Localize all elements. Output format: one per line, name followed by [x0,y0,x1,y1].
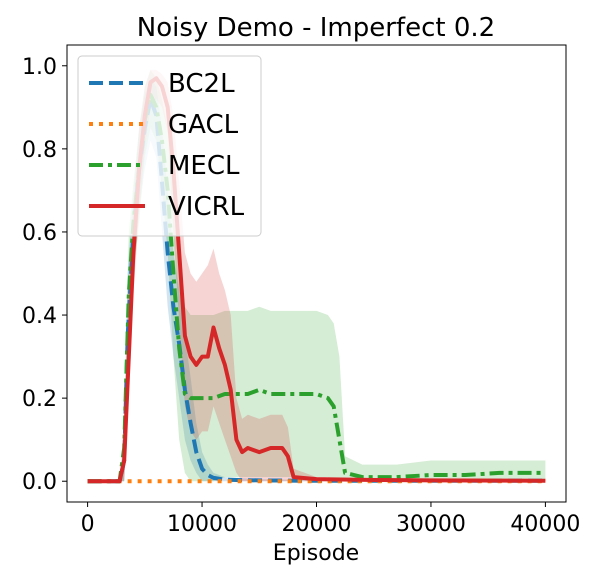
legend-label-vicrl: VICRL [168,192,245,222]
x-tick-label: 30000 [396,512,466,537]
tick-labels: 0 10000 20000 30000 40000 0.0 0.2 0.4 0.6 0.8 1.0 [22,55,580,537]
band-mecl [87,69,546,482]
x-tick-label: 20000 [282,512,352,537]
x-tick-label: 0 [81,512,95,537]
band-vicrl [87,69,546,482]
confidence-bands [87,69,546,482]
chart-title: Noisy Demo - Imperfect 0.2 [137,13,495,43]
axes [62,44,567,507]
legend-label-gacl: GACL [168,110,239,140]
legend-box [77,55,262,237]
y-tick-label: 0.8 [22,138,57,163]
y-tick-label: 0.6 [22,221,57,246]
legend-label-mecl: MECL [168,151,240,181]
y-tick-label: 0.0 [22,470,57,495]
legend: BC2L GACL MECL VICRL [77,55,262,237]
y-tick-label: 1.0 [22,55,57,80]
legend-label-bc2l: BC2L [168,69,235,99]
x-axis-label: Episode [273,541,359,566]
y-tick-label: 0.2 [22,387,57,412]
x-tick-label: 40000 [510,512,580,537]
y-tick-label: 0.4 [22,304,57,329]
x-tick-label: 10000 [167,512,237,537]
